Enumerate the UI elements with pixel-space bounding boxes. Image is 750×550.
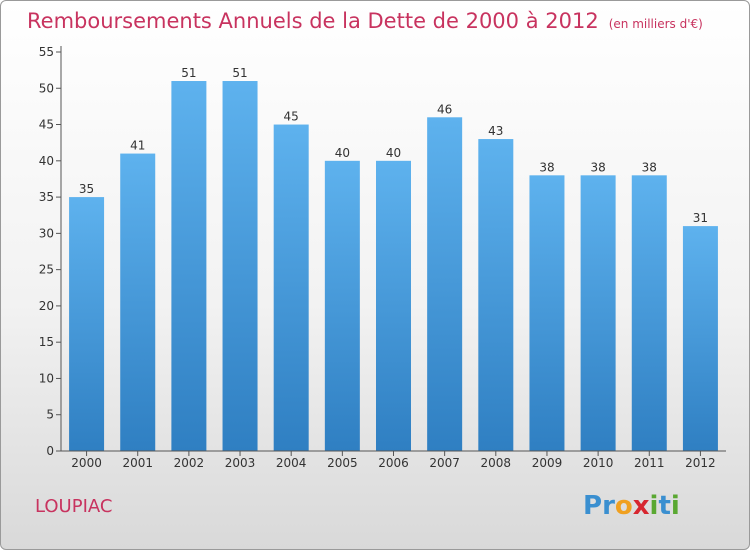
x-tick-label: 2012	[685, 456, 716, 470]
data-label-2010: 38	[590, 160, 605, 174]
bar-2009	[529, 175, 565, 451]
logo-letter: o	[614, 491, 633, 521]
y-tick-label: 20	[39, 299, 54, 313]
x-tick-label: 2004	[276, 456, 307, 470]
data-label-2002: 51	[181, 66, 196, 80]
x-tick-label: 2002	[174, 456, 205, 470]
bar-2007	[427, 117, 463, 452]
x-tick-label: 2003	[225, 456, 256, 470]
bar-2006	[376, 160, 411, 451]
bar-2010	[580, 175, 616, 451]
data-label-2005: 40	[335, 146, 350, 160]
bars-group	[69, 81, 718, 452]
x-tick-label: 2011	[634, 456, 665, 470]
y-tick-label: 15	[39, 335, 54, 349]
x-tick-label: 2009	[532, 456, 563, 470]
chart-subtitle: (en milliers d'€)	[608, 17, 703, 31]
logo-letter: i	[649, 491, 659, 521]
chart-title: Remboursements Annuels de la Dette de 20…	[27, 9, 703, 33]
data-labels-group: 35 41 51 51 45 40 40 46 43 38 38 38 31	[79, 66, 708, 225]
data-label-2003: 51	[232, 66, 247, 80]
y-tick-label: 0	[46, 444, 54, 458]
data-label-2007: 46	[437, 102, 452, 116]
y-tick-label: 30	[39, 226, 54, 240]
commune-name: LOUPIAC	[35, 496, 113, 517]
data-label-2012: 31	[693, 211, 708, 225]
axes-group: 0 5 10 15 20 25 30 35 40 45 50 55 2000 2001 2002 2003 20…	[39, 45, 726, 470]
data-label-2008: 43	[488, 124, 503, 138]
data-label-2000: 35	[79, 182, 94, 196]
x-tick-label: 2007	[429, 456, 460, 470]
bar-2004	[273, 124, 309, 451]
x-tick-label: 2001	[122, 456, 153, 470]
proxiti-logo: Proxiti	[583, 491, 680, 521]
logo-letter: r	[602, 491, 615, 521]
x-tick-label: 2005	[327, 456, 358, 470]
bar-2011	[631, 175, 667, 451]
data-label-2006: 40	[386, 146, 401, 160]
bar-2002	[171, 81, 207, 451]
y-tick-label: 35	[39, 190, 54, 204]
bar-2003	[222, 81, 258, 451]
logo-letter: P	[583, 491, 603, 521]
bar-2012	[682, 226, 718, 451]
y-tick-label: 5	[46, 408, 54, 422]
logo-letter: t	[658, 491, 671, 521]
y-tick-label: 55	[39, 45, 54, 59]
data-label-2004: 45	[284, 110, 299, 124]
y-tick-label: 10	[39, 371, 54, 385]
bar-2005	[324, 160, 360, 451]
x-tick-label: 2000	[71, 456, 102, 470]
chart-title-text: Remboursements Annuels de la Dette de 20…	[27, 9, 599, 33]
data-label-2009: 38	[539, 160, 554, 174]
y-tick-label: 25	[39, 263, 54, 277]
bar-2008	[478, 139, 514, 451]
y-tick-label: 45	[39, 118, 54, 132]
x-tick-label: 2008	[481, 456, 512, 470]
logo-letter: x	[632, 491, 650, 521]
y-tick-label: 50	[39, 81, 54, 95]
x-tick-label: 2010	[583, 456, 614, 470]
bar-2001	[120, 153, 156, 451]
data-label-2011: 38	[642, 160, 657, 174]
logo-letter: i	[670, 491, 680, 521]
x-tick-label: 2006	[378, 456, 409, 470]
bar-2000	[69, 197, 105, 451]
y-tick-label: 40	[39, 154, 54, 168]
data-label-2001: 41	[130, 139, 145, 153]
